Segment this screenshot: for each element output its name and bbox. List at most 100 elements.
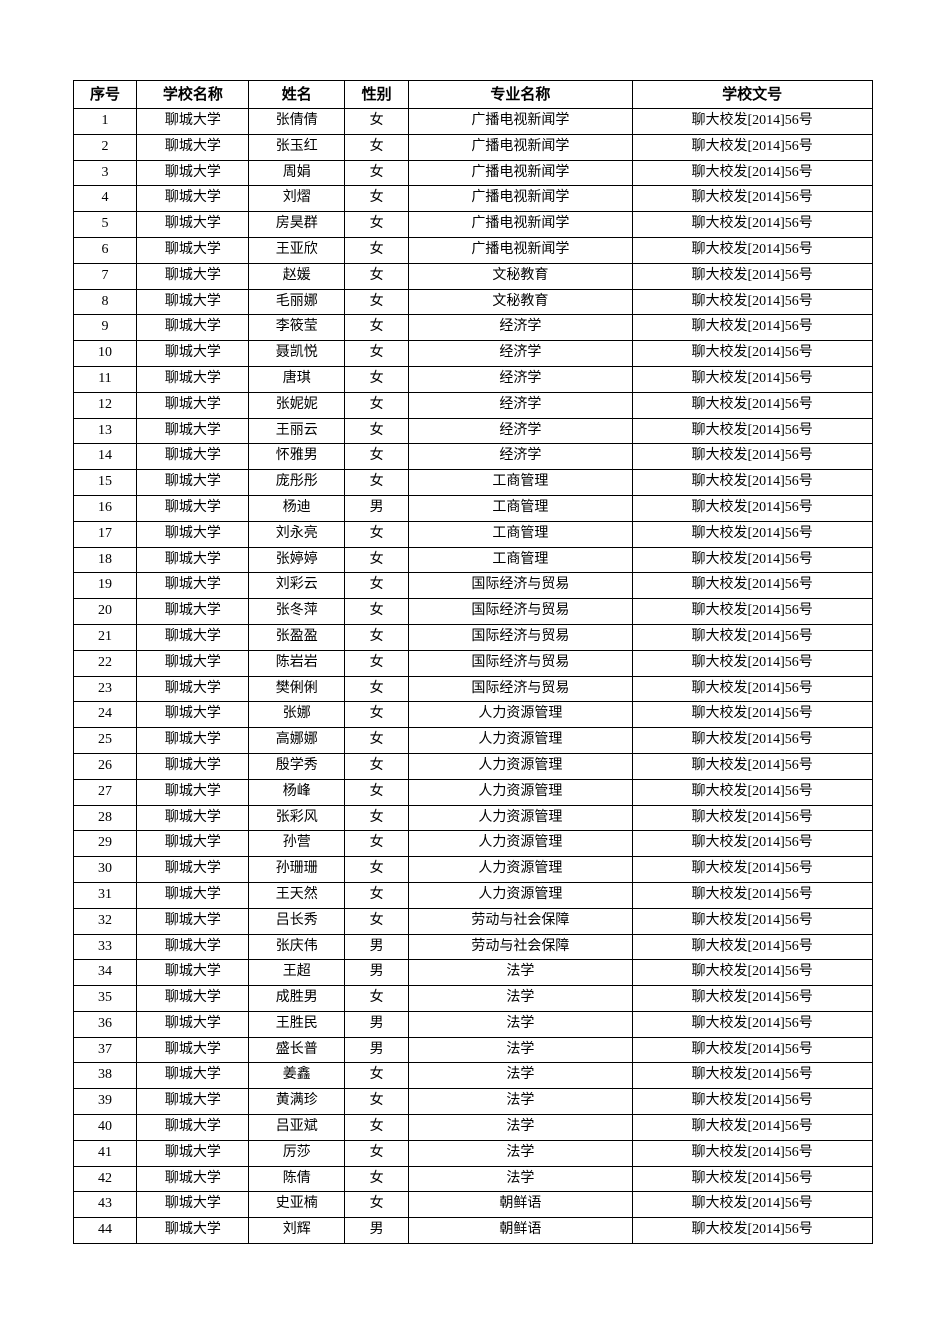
cell-name: 庞彤彤 <box>249 470 345 496</box>
cell-doc: 聊大校发[2014]56号 <box>632 857 872 883</box>
table-row: 2聊城大学张玉红女广播电视新闻学聊大校发[2014]56号 <box>73 134 872 160</box>
cell-major: 法学 <box>409 1089 633 1115</box>
cell-major: 法学 <box>409 1037 633 1063</box>
cell-name: 陈倩 <box>249 1166 345 1192</box>
cell-seq: 30 <box>73 857 137 883</box>
cell-seq: 20 <box>73 599 137 625</box>
cell-doc: 聊大校发[2014]56号 <box>632 134 872 160</box>
cell-major: 人力资源管理 <box>409 831 633 857</box>
cell-name: 房昊群 <box>249 212 345 238</box>
cell-major: 朝鲜语 <box>409 1192 633 1218</box>
cell-name: 张玉红 <box>249 134 345 160</box>
cell-gender: 女 <box>345 366 409 392</box>
cell-major: 国际经济与贸易 <box>409 676 633 702</box>
cell-school: 聊城大学 <box>137 366 249 392</box>
table-row: 35聊城大学成胜男女法学聊大校发[2014]56号 <box>73 986 872 1012</box>
cell-doc: 聊大校发[2014]56号 <box>632 1218 872 1244</box>
cell-gender: 男 <box>345 1037 409 1063</box>
cell-name: 史亚楠 <box>249 1192 345 1218</box>
cell-name: 成胜男 <box>249 986 345 1012</box>
cell-name: 吕长秀 <box>249 908 345 934</box>
cell-seq: 41 <box>73 1140 137 1166</box>
cell-doc: 聊大校发[2014]56号 <box>632 495 872 521</box>
cell-doc: 聊大校发[2014]56号 <box>632 805 872 831</box>
cell-doc: 聊大校发[2014]56号 <box>632 676 872 702</box>
cell-major: 国际经济与贸易 <box>409 573 633 599</box>
cell-seq: 4 <box>73 186 137 212</box>
cell-doc: 聊大校发[2014]56号 <box>632 366 872 392</box>
cell-school: 聊城大学 <box>137 624 249 650</box>
cell-school: 聊城大学 <box>137 728 249 754</box>
cell-name: 陈岩岩 <box>249 650 345 676</box>
table-row: 29聊城大学孙营女人力资源管理聊大校发[2014]56号 <box>73 831 872 857</box>
cell-school: 聊城大学 <box>137 1037 249 1063</box>
cell-name: 杨峰 <box>249 779 345 805</box>
cell-gender: 女 <box>345 650 409 676</box>
cell-gender: 女 <box>345 1166 409 1192</box>
cell-school: 聊城大学 <box>137 1218 249 1244</box>
cell-school: 聊城大学 <box>137 160 249 186</box>
table-row: 1聊城大学张倩倩女广播电视新闻学聊大校发[2014]56号 <box>73 109 872 135</box>
cell-seq: 5 <box>73 212 137 238</box>
header-doc: 学校文号 <box>632 81 872 109</box>
cell-doc: 聊大校发[2014]56号 <box>632 186 872 212</box>
cell-seq: 19 <box>73 573 137 599</box>
cell-seq: 27 <box>73 779 137 805</box>
cell-name: 杨迪 <box>249 495 345 521</box>
cell-name: 厉莎 <box>249 1140 345 1166</box>
table-row: 22聊城大学陈岩岩女国际经济与贸易聊大校发[2014]56号 <box>73 650 872 676</box>
table-row: 7聊城大学赵媛女文秘教育聊大校发[2014]56号 <box>73 263 872 289</box>
cell-doc: 聊大校发[2014]56号 <box>632 1166 872 1192</box>
cell-gender: 女 <box>345 444 409 470</box>
cell-gender: 女 <box>345 521 409 547</box>
cell-major: 广播电视新闻学 <box>409 212 633 238</box>
cell-major: 人力资源管理 <box>409 857 633 883</box>
cell-seq: 34 <box>73 960 137 986</box>
cell-school: 聊城大学 <box>137 212 249 238</box>
cell-seq: 39 <box>73 1089 137 1115</box>
cell-name: 刘辉 <box>249 1218 345 1244</box>
table-row: 25聊城大学高娜娜女人力资源管理聊大校发[2014]56号 <box>73 728 872 754</box>
cell-name: 张婷婷 <box>249 547 345 573</box>
cell-major: 广播电视新闻学 <box>409 160 633 186</box>
cell-school: 聊城大学 <box>137 1063 249 1089</box>
cell-major: 工商管理 <box>409 470 633 496</box>
cell-seq: 33 <box>73 934 137 960</box>
table-row: 32聊城大学吕长秀女劳动与社会保障聊大校发[2014]56号 <box>73 908 872 934</box>
cell-gender: 女 <box>345 1089 409 1115</box>
header-name: 姓名 <box>249 81 345 109</box>
table-row: 30聊城大学孙珊珊女人力资源管理聊大校发[2014]56号 <box>73 857 872 883</box>
cell-name: 张妮妮 <box>249 392 345 418</box>
cell-major: 工商管理 <box>409 547 633 573</box>
cell-school: 聊城大学 <box>137 444 249 470</box>
cell-name: 高娜娜 <box>249 728 345 754</box>
cell-seq: 9 <box>73 315 137 341</box>
cell-school: 聊城大学 <box>137 341 249 367</box>
cell-doc: 聊大校发[2014]56号 <box>632 315 872 341</box>
cell-seq: 38 <box>73 1063 137 1089</box>
cell-name: 刘彩云 <box>249 573 345 599</box>
cell-name: 樊俐俐 <box>249 676 345 702</box>
cell-doc: 聊大校发[2014]56号 <box>632 934 872 960</box>
cell-gender: 男 <box>345 495 409 521</box>
cell-doc: 聊大校发[2014]56号 <box>632 650 872 676</box>
cell-gender: 女 <box>345 392 409 418</box>
cell-seq: 6 <box>73 237 137 263</box>
cell-gender: 女 <box>345 186 409 212</box>
cell-seq: 21 <box>73 624 137 650</box>
cell-doc: 聊大校发[2014]56号 <box>632 547 872 573</box>
cell-name: 孙营 <box>249 831 345 857</box>
table-row: 31聊城大学王天然女人力资源管理聊大校发[2014]56号 <box>73 882 872 908</box>
cell-doc: 聊大校发[2014]56号 <box>632 1063 872 1089</box>
cell-doc: 聊大校发[2014]56号 <box>632 289 872 315</box>
cell-name: 殷学秀 <box>249 753 345 779</box>
cell-name: 张倩倩 <box>249 109 345 135</box>
cell-school: 聊城大学 <box>137 418 249 444</box>
cell-gender: 女 <box>345 779 409 805</box>
cell-major: 劳动与社会保障 <box>409 934 633 960</box>
table-row: 17聊城大学刘永亮女工商管理聊大校发[2014]56号 <box>73 521 872 547</box>
cell-school: 聊城大学 <box>137 1011 249 1037</box>
cell-name: 王天然 <box>249 882 345 908</box>
header-major: 专业名称 <box>409 81 633 109</box>
cell-seq: 31 <box>73 882 137 908</box>
